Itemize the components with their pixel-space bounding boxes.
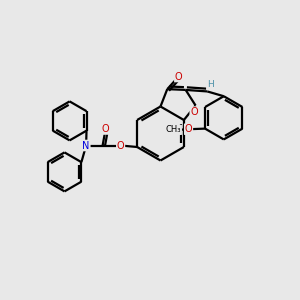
Text: O: O (175, 71, 182, 82)
Text: O: O (190, 107, 198, 117)
Text: O: O (117, 140, 124, 151)
Text: N: N (82, 140, 90, 151)
Text: H: H (207, 80, 214, 89)
Text: O: O (102, 124, 110, 134)
Text: CH₃: CH₃ (166, 125, 181, 134)
Text: O: O (185, 124, 192, 134)
